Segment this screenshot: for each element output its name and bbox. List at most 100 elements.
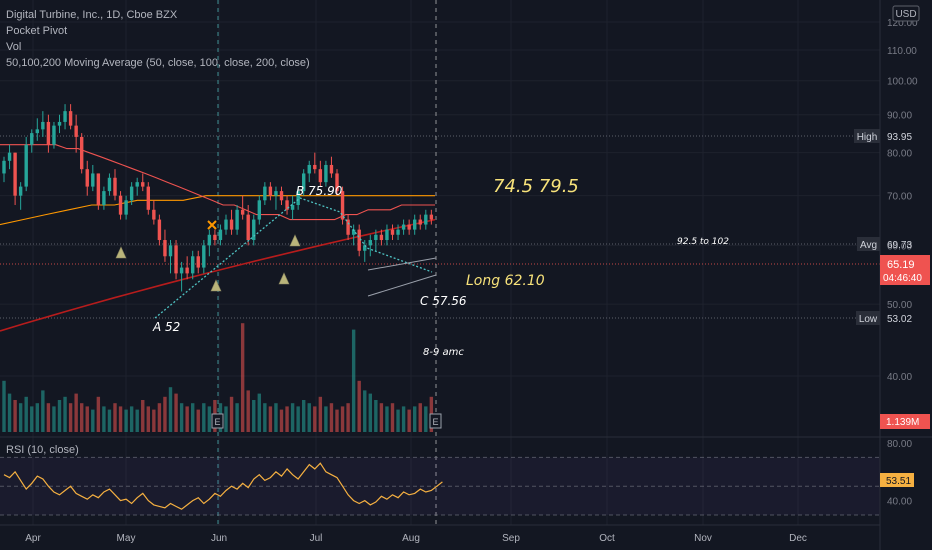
- volume-bar: [35, 403, 39, 432]
- time-axis[interactable]: Apr May Jun Jul Aug Sep Oct Nov Dec: [25, 533, 807, 544]
- legend-rsi[interactable]: RSI (10, close): [6, 444, 79, 456]
- candle-body: [335, 173, 339, 192]
- candle-body: [85, 169, 89, 187]
- candle-body: [107, 177, 112, 192]
- time-tick-label: Jun: [211, 533, 227, 544]
- candle-body: [35, 129, 39, 134]
- candle-body: [263, 186, 267, 201]
- drawings[interactable]: [115, 197, 437, 319]
- earnings-marker-august[interactable]: E: [429, 413, 442, 429]
- candle-body: [390, 229, 395, 235]
- channel-lower-line: [367, 274, 437, 297]
- price-tick-label: 70.00: [887, 192, 912, 203]
- candle-body: [257, 200, 261, 220]
- candle-body: [340, 191, 345, 220]
- earnings-marker-june[interactable]: E: [211, 413, 224, 429]
- time-tick-label: Aug: [402, 533, 420, 544]
- candle-body: [307, 164, 311, 174]
- candle-body: [163, 240, 167, 257]
- rsi-tick-label: 80.00: [887, 439, 912, 450]
- candle-body: [57, 121, 62, 126]
- volume-bar: [285, 406, 289, 432]
- candle-body: [302, 173, 306, 192]
- candle-body: [229, 219, 234, 230]
- annotation-earnings-note[interactable]: 8-9 amc: [423, 347, 464, 358]
- candle-body: [124, 200, 128, 215]
- candle-body: [418, 219, 422, 225]
- legend-pocket-pivot[interactable]: Pocket Pivot: [6, 25, 68, 37]
- low-badge[interactable]: Low 53.02: [856, 311, 912, 325]
- volume-bar: [24, 396, 28, 432]
- legend-moving-averages[interactable]: 50,100,200 Moving Average (50, close, 10…: [6, 57, 310, 69]
- volume-bar: [274, 403, 278, 432]
- volume-bar: [74, 393, 78, 432]
- rsi-line: [3, 462, 443, 510]
- candle-body: [279, 191, 284, 201]
- candle-body: [351, 229, 356, 235]
- rsi-badge[interactable]: 53.51: [880, 473, 914, 487]
- volume-bar: [113, 403, 117, 432]
- candle-body: [407, 224, 411, 230]
- avg-badge-value: 69.73: [887, 240, 912, 251]
- candle-body: [174, 245, 178, 274]
- annotation-point-c[interactable]: C 57.56: [420, 294, 467, 308]
- annotation-point-a[interactable]: A 52: [152, 320, 180, 334]
- volume-bar: [141, 400, 145, 432]
- volume-bar: [179, 403, 184, 432]
- volume-bar: [351, 329, 356, 432]
- volume-bar: [296, 406, 300, 432]
- volume-bar: [413, 406, 417, 432]
- candle-body: [318, 169, 323, 183]
- candle-body: [240, 209, 245, 215]
- legend-symbol[interactable]: Digital Turbine, Inc., 1D, Cboe BZX: [6, 9, 178, 21]
- currency-badge[interactable]: USD: [892, 5, 920, 22]
- volume-bar: [129, 406, 134, 432]
- candle-body: [252, 219, 256, 241]
- volume-bar: [13, 400, 17, 432]
- volume-badge[interactable]: 1.139M: [880, 414, 930, 429]
- volume-bar: [268, 406, 273, 432]
- annotation-point-b[interactable]: B 75.90: [296, 184, 343, 198]
- price-axis[interactable]: 120.00 110.00 100.00 90.00 80.00 70.00 60.00 50…: [887, 18, 918, 383]
- candle-body: [213, 234, 217, 241]
- candles[interactable]: [2, 104, 434, 292]
- volume-bars: [2, 323, 434, 432]
- legend-volume[interactable]: Vol: [6, 41, 22, 53]
- candle-body: [313, 164, 317, 170]
- level-lines: [0, 0, 880, 525]
- volume-bar: [196, 409, 200, 432]
- candle-body: [290, 205, 295, 210]
- price-tick-label: 40.00: [887, 372, 912, 383]
- candle-body: [135, 182, 139, 187]
- volume-value: 1.139M: [886, 417, 919, 428]
- time-tick-label: Nov: [694, 533, 712, 544]
- high-badge[interactable]: High 93.95: [854, 129, 912, 143]
- volume-bar: [246, 390, 250, 432]
- volume-bar: [324, 406, 328, 432]
- annotation-targets[interactable]: 74.5 79.5: [493, 176, 579, 197]
- last-price-badge[interactable]: 65.19 04:46:40: [880, 255, 930, 285]
- ma200-line: [0, 218, 436, 332]
- avg-badge[interactable]: Avg 69.73: [857, 237, 912, 251]
- volume-bar: [379, 403, 384, 432]
- price-tick-label: 110.00: [887, 46, 917, 57]
- candle-body: [424, 214, 428, 225]
- earnings-marker-label: E: [214, 417, 220, 427]
- candle-body: [224, 219, 228, 230]
- candle-body: [196, 256, 200, 268]
- abc-pattern-line: [154, 197, 433, 319]
- volume-bar: [135, 409, 139, 432]
- rsi-pane[interactable]: 80.00 40.00: [0, 436, 932, 516]
- volume-bar: [401, 406, 406, 432]
- volume-bar: [118, 406, 123, 432]
- volume-bar: [124, 409, 128, 432]
- candle-body: [179, 267, 184, 274]
- volume-bar: [257, 393, 261, 432]
- currency-label: USD: [895, 9, 916, 20]
- annotation-long-entry[interactable]: Long 62.10: [466, 273, 545, 289]
- volume-bar: [424, 406, 428, 432]
- candle-body: [296, 191, 300, 206]
- annotation-target-range[interactable]: 92.5 to 102: [677, 237, 729, 247]
- time-tick-label: Oct: [599, 533, 615, 544]
